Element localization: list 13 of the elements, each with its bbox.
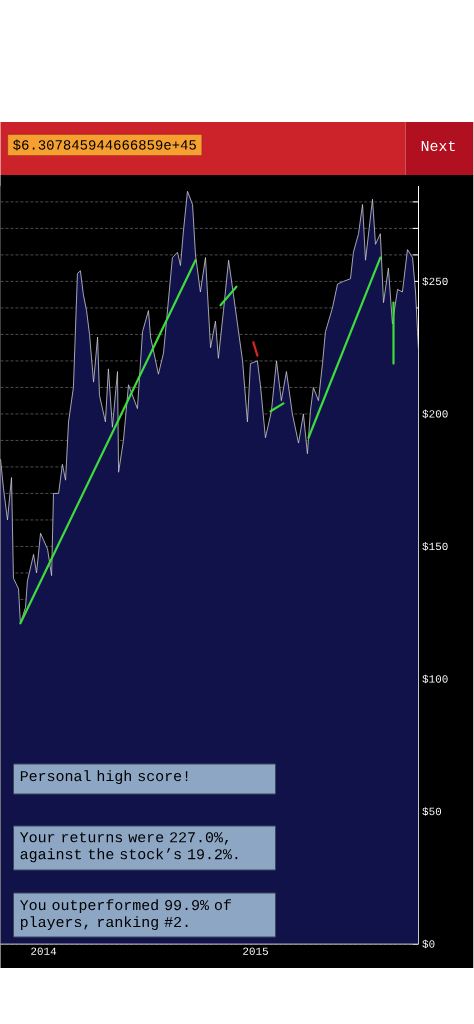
y-tick-label: $0 [422, 939, 435, 949]
text: Next [422, 140, 456, 152]
text: $6.307845944666859e+45 [13, 139, 197, 151]
y-tick-label: $50 [422, 807, 442, 816]
y-tick-label: $250 [422, 277, 448, 286]
annotation: Your returns were 227.0%, against the stock’s 19.2%. [20, 832, 238, 863]
x-tick-label: 2014 [31, 947, 57, 955]
y-tick-label: $200 [422, 409, 448, 419]
annotation: You outperformed 99.9% of players, ranking #2. [20, 899, 232, 931]
annotation: Personal high score! [21, 770, 188, 785]
y-tick-label: $150 [422, 542, 448, 551]
x-tick-label: 2015 [243, 947, 269, 955]
y-tick-label: $100 [422, 674, 448, 684]
